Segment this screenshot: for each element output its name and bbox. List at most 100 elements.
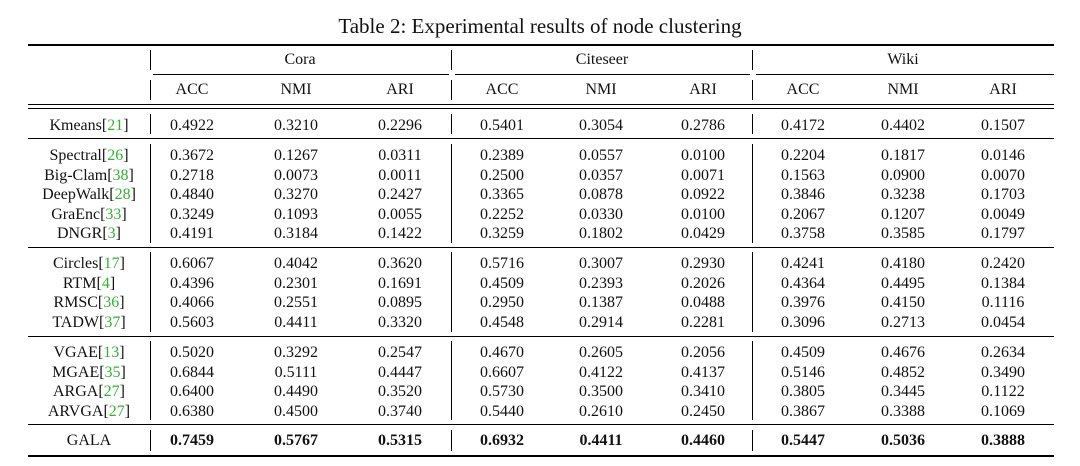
citation: [17] — [98, 255, 125, 272]
column-divider — [451, 430, 452, 451]
table-cell: 0.3259 — [480, 225, 524, 242]
table-cell: 0.4922 — [170, 117, 214, 134]
citation-link[interactable]: 26 — [107, 147, 124, 164]
method-label: GraEnc — [51, 205, 101, 223]
method-label: VGAE — [53, 344, 98, 361]
table-cell: 0.4500 — [274, 402, 318, 420]
method-name: DNGR[3] — [28, 224, 150, 244]
table-cell: 0.4137 — [681, 363, 725, 381]
table-cell: 0.0895 — [378, 294, 422, 311]
citation-link[interactable]: 17 — [103, 255, 120, 272]
table-cell: 0.5315 — [378, 432, 422, 449]
column-divider — [752, 252, 753, 332]
table-cell: 0.3249 — [170, 205, 214, 223]
method-label: Circles — [53, 255, 99, 272]
column-divider — [451, 252, 452, 332]
table-cell: 0.1384 — [981, 274, 1025, 292]
table-cell: 0.2551 — [274, 294, 318, 311]
citation-link[interactable]: 37 — [104, 313, 121, 331]
group-rule — [28, 336, 1054, 337]
column-divider — [752, 80, 753, 100]
citation-link[interactable]: 27 — [108, 402, 125, 420]
table-cell: 0.4180 — [881, 255, 925, 272]
table-cell: 0.4066 — [170, 294, 214, 311]
column-divider — [150, 144, 151, 243]
citation-link[interactable]: 3 — [107, 225, 116, 242]
method-name: ARVGA[27] — [28, 402, 150, 422]
table-cell: 0.5036 — [881, 432, 925, 449]
table-cell: 0.2393 — [579, 274, 623, 292]
table-cell: 0.2605 — [579, 344, 623, 361]
table-cell: 0.3740 — [378, 402, 422, 420]
table-cell: 0.3976 — [781, 294, 825, 311]
method-label: RTM — [62, 274, 97, 292]
table-cell: 0.0878 — [579, 186, 623, 203]
method-label: DNGR — [57, 225, 103, 242]
citation-link[interactable]: 27 — [103, 383, 120, 400]
table-cell: 0.3184 — [274, 225, 318, 242]
metric-header-nmi: NMI — [887, 81, 919, 98]
column-divider — [752, 50, 753, 70]
column-divider — [150, 80, 151, 100]
table-cell: 0.4676 — [881, 344, 925, 361]
table-cell: 0.0011 — [378, 166, 422, 184]
table-cell: 0.3805 — [781, 383, 825, 400]
citation: [21] — [101, 117, 129, 134]
method-label: Big-Clam — [44, 166, 108, 184]
method-label: MGAE — [52, 363, 100, 381]
metric-header-nmi: NMI — [280, 81, 312, 98]
table-cell: 0.2547 — [378, 344, 422, 361]
citation: [13] — [97, 344, 125, 361]
method-label: Kmeans — [49, 117, 102, 134]
citation-link[interactable]: 4 — [101, 274, 110, 292]
table-cell: 0.4460 — [681, 432, 725, 449]
table-cell: 0.1093 — [274, 205, 318, 223]
table-cell: 0.4042 — [274, 255, 318, 272]
metric-header-nmi: NMI — [585, 81, 617, 98]
citation-link[interactable]: 38 — [112, 166, 129, 184]
citation-link[interactable]: 13 — [103, 344, 120, 361]
table-cell: 0.4852 — [881, 363, 925, 381]
citation-link[interactable]: 21 — [107, 117, 124, 134]
method-label: DeepWalk — [42, 186, 110, 203]
table-cell: 0.5730 — [480, 383, 524, 400]
table-cell: 0.3490 — [981, 363, 1025, 381]
citation-link[interactable]: 35 — [104, 363, 121, 381]
table-cell: 0.1797 — [981, 225, 1025, 242]
table-cell: 0.2786 — [681, 117, 725, 134]
column-divider — [752, 341, 753, 420]
group-rule — [28, 138, 1054, 139]
table-cell: 0.1691 — [378, 274, 422, 292]
dataset-underline — [153, 74, 449, 75]
table-cell: 0.4364 — [781, 274, 825, 292]
table-cell: 0.4411 — [579, 432, 623, 449]
method-name: Spectral[26] — [28, 146, 150, 166]
table-caption: Table 2: Experimental results of node cl… — [338, 14, 742, 38]
table-cell: 0.2713 — [881, 313, 925, 331]
table-cell: 0.3620 — [378, 255, 422, 272]
table-cell: 0.6067 — [170, 255, 214, 272]
method-name: Big-Clam[38] — [28, 166, 150, 186]
table-cell: 0.5767 — [274, 432, 318, 449]
table-cell: 0.2610 — [579, 402, 623, 420]
table-cell: 0.1069 — [981, 402, 1025, 420]
bottom-rule — [28, 455, 1054, 457]
method-name: DeepWalk[28] — [28, 185, 150, 205]
table-cell: 0.2301 — [274, 274, 318, 292]
table-cell: 0.0055 — [378, 205, 422, 223]
metric-header-ari: ARI — [689, 81, 717, 98]
table-cell: 0.2500 — [480, 166, 524, 184]
table-cell: 0.2427 — [378, 186, 422, 203]
citation-link[interactable]: 36 — [103, 294, 120, 311]
table-cell: 0.4840 — [170, 186, 214, 203]
table-cell: 0.0071 — [681, 166, 725, 184]
table-cell: 0.0900 — [881, 166, 925, 184]
column-divider — [451, 341, 452, 420]
citation: [26] — [101, 147, 129, 164]
table-cell: 0.4396 — [170, 274, 214, 292]
citation-link[interactable]: 33 — [105, 205, 122, 223]
column-divider — [451, 50, 452, 70]
method-name: MGAE[35] — [28, 363, 150, 383]
citation-link[interactable]: 28 — [114, 186, 131, 203]
citation: [3] — [102, 225, 121, 242]
